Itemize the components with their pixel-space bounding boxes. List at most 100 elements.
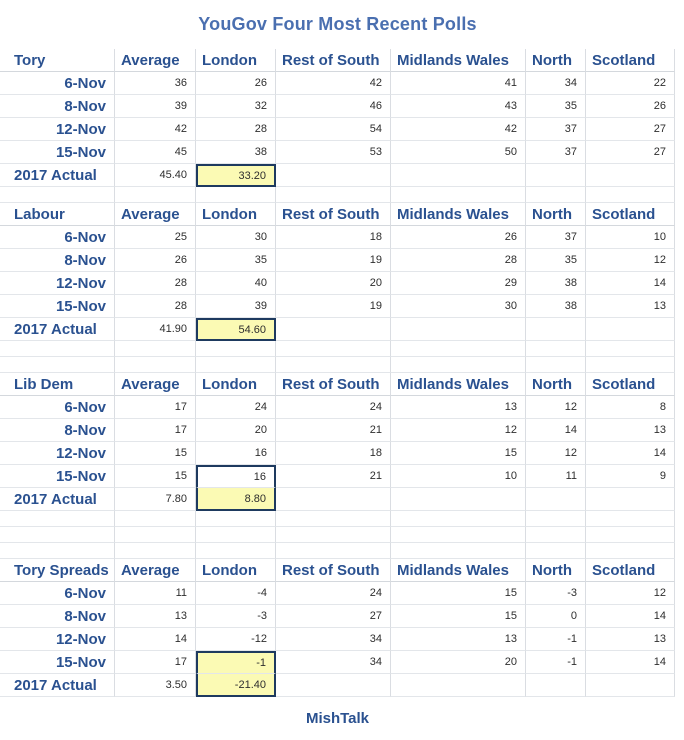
- poll-value: -1: [526, 628, 586, 651]
- data-row: 6-Nov 25 30 18 26 37 10: [0, 226, 675, 249]
- data-row: 12-Nov 14 -12 34 13 -1 13: [0, 628, 675, 651]
- actual-row-label: 2017 Actual: [0, 674, 115, 697]
- poll-value: 46: [276, 95, 391, 118]
- empty-cell: [115, 527, 196, 543]
- row-label: 6-Nov: [0, 582, 115, 605]
- poll-value: 14: [586, 442, 675, 465]
- poll-value: 18: [276, 226, 391, 249]
- poll-value: 13: [586, 419, 675, 442]
- poll-value: 42: [276, 72, 391, 95]
- empty-cell: [586, 341, 675, 357]
- empty-cell: [276, 357, 391, 373]
- empty-cell: [391, 527, 526, 543]
- column-header-north: North: [526, 559, 586, 582]
- row-label: 15-Nov: [0, 141, 115, 164]
- poll-value: 25: [115, 226, 196, 249]
- poll-value: 32: [196, 95, 276, 118]
- actual-row: 2017 Actual 45.40 33.20: [0, 164, 675, 187]
- poll-value: 15: [115, 465, 196, 488]
- section-title: Tory: [0, 49, 115, 72]
- poll-value: 45: [115, 141, 196, 164]
- data-row: 15-Nov 28 39 19 30 38 13: [0, 295, 675, 318]
- page-title: YouGov Four Most Recent Polls: [198, 14, 477, 34]
- poll-value: 14: [586, 605, 675, 628]
- data-row: 12-Nov 28 40 20 29 38 14: [0, 272, 675, 295]
- poll-value: 35: [526, 249, 586, 272]
- data-row: 15-Nov 45 38 53 50 37 27: [0, 141, 675, 164]
- data-row: 15-Nov 17 -1 34 20 -1 14: [0, 651, 675, 674]
- empty-cell: [391, 318, 526, 341]
- poll-value: 40: [196, 272, 276, 295]
- poll-value: 21: [276, 419, 391, 442]
- poll-value: 13: [586, 628, 675, 651]
- empty-cell: [276, 543, 391, 559]
- poll-value: 35: [196, 249, 276, 272]
- poll-value: 26: [586, 95, 675, 118]
- data-row: 12-Nov 15 16 18 15 12 14: [0, 442, 675, 465]
- data-row: 15-Nov 15 16 21 10 11 9: [0, 465, 675, 488]
- poll-value: 13: [115, 605, 196, 628]
- column-header-scotland: Scotland: [586, 49, 675, 72]
- empty-cell: [391, 357, 526, 373]
- empty-cell: [526, 488, 586, 511]
- empty-cell: [526, 543, 586, 559]
- column-header-rest-of-south: Rest of South: [276, 373, 391, 396]
- actual-row-label: 2017 Actual: [0, 164, 115, 187]
- empty-cell: [526, 674, 586, 697]
- data-row: 6-Nov 17 24 24 13 12 8: [0, 396, 675, 419]
- empty-cell: [586, 318, 675, 341]
- poll-value: 14: [115, 628, 196, 651]
- highlighted-cell: -21.40: [196, 674, 276, 697]
- poll-value: 36: [115, 72, 196, 95]
- poll-value: 24: [276, 396, 391, 419]
- column-header-rest-of-south: Rest of South: [276, 49, 391, 72]
- poll-value: 14: [586, 272, 675, 295]
- poll-value: 12: [586, 582, 675, 605]
- section-tory-spreads: Tory Spreads Average London Rest of South Mi…: [0, 559, 675, 697]
- poll-value: 10: [586, 226, 675, 249]
- poll-value: 28: [115, 295, 196, 318]
- poll-value: 26: [115, 249, 196, 272]
- poll-value: -1: [526, 651, 586, 674]
- poll-value: 14: [526, 419, 586, 442]
- empty-cell: [196, 527, 276, 543]
- poll-value: 24: [196, 396, 276, 419]
- empty-cell: [276, 674, 391, 697]
- row-label: 8-Nov: [0, 419, 115, 442]
- poll-value: 27: [276, 605, 391, 628]
- section-labour: Labour Average London Rest of South Midlands…: [0, 203, 675, 373]
- poll-value: 26: [391, 226, 526, 249]
- poll-value: 11: [526, 465, 586, 488]
- poll-value: 37: [526, 141, 586, 164]
- poll-value: 20: [276, 272, 391, 295]
- poll-value: -3: [526, 582, 586, 605]
- empty-cell: [526, 318, 586, 341]
- poll-value: 42: [391, 118, 526, 141]
- empty-cell: [586, 357, 675, 373]
- separator-row: [0, 511, 675, 527]
- column-header-north: North: [526, 203, 586, 226]
- section-title: Labour: [0, 203, 115, 226]
- highlighted-cell: 16: [196, 465, 276, 488]
- data-row: 6-Nov 36 26 42 41 34 22: [0, 72, 675, 95]
- empty-cell: [0, 543, 115, 559]
- row-label: 6-Nov: [0, 396, 115, 419]
- empty-cell: [0, 341, 115, 357]
- header-row-lib-dem: Lib Dem Average London Rest of South Midland…: [0, 373, 675, 396]
- empty-cell: [276, 164, 391, 187]
- poll-value: 30: [196, 226, 276, 249]
- poll-value: 19: [276, 249, 391, 272]
- row-label: 8-Nov: [0, 605, 115, 628]
- poll-value: 16: [196, 442, 276, 465]
- empty-cell: [391, 341, 526, 357]
- column-header-scotland: Scotland: [586, 373, 675, 396]
- poll-value: 37: [526, 118, 586, 141]
- row-label: 12-Nov: [0, 118, 115, 141]
- poll-value: 22: [586, 72, 675, 95]
- row-label: 15-Nov: [0, 651, 115, 674]
- poll-value: 54: [276, 118, 391, 141]
- empty-cell: [0, 527, 115, 543]
- poll-value: 13: [391, 396, 526, 419]
- empty-cell: [586, 187, 675, 203]
- poll-value: 28: [196, 118, 276, 141]
